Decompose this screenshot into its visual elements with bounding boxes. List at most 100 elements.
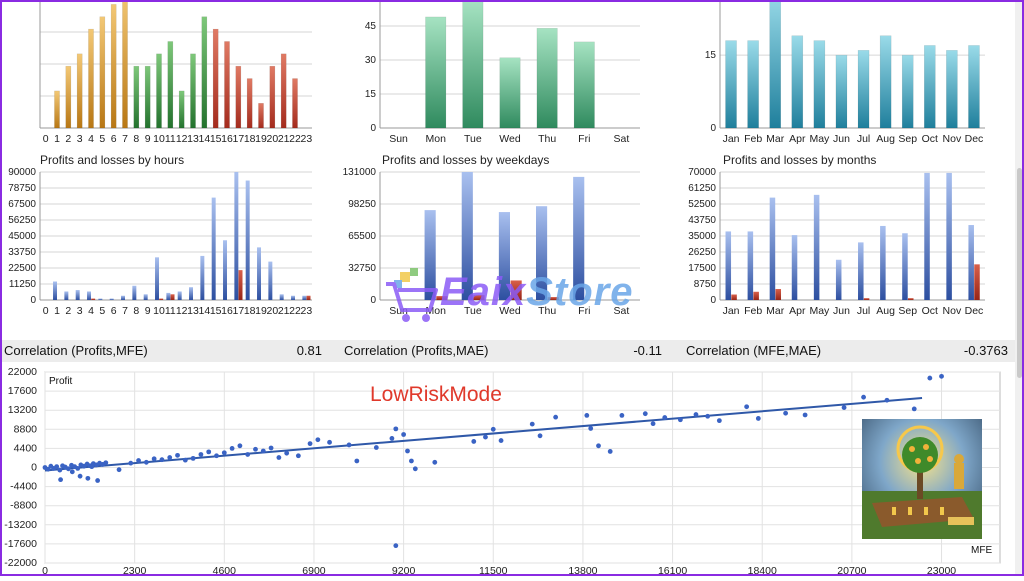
scatter-point bbox=[927, 375, 933, 381]
x-tick-label: 5 bbox=[99, 305, 105, 317]
x-tick-label: Jul bbox=[857, 133, 870, 145]
scatter-point bbox=[89, 464, 95, 470]
scatter-point bbox=[327, 439, 332, 445]
x-tick-label: 7 bbox=[122, 133, 128, 145]
profit-bar bbox=[902, 233, 908, 300]
x-tick-label: Feb bbox=[744, 305, 762, 317]
profit-bar bbox=[279, 294, 284, 300]
x-tick-label: 14 bbox=[198, 133, 210, 145]
y-tick-label: 78750 bbox=[8, 183, 36, 194]
profit-bar bbox=[189, 287, 193, 300]
loss-bar bbox=[907, 298, 914, 300]
scatter-chart-profit-vs-mfe: -22000 -17600 -13200 -8800 -4400 0 4400 8800 132… bbox=[0, 364, 1015, 577]
scatter-point bbox=[650, 421, 656, 427]
y-tick-label: 33750 bbox=[8, 247, 36, 258]
y-tick-label: 15 bbox=[705, 50, 717, 61]
x-tick-label: 13 bbox=[187, 133, 199, 145]
x-tick-label: 3 bbox=[77, 133, 83, 145]
profit-bar bbox=[858, 242, 864, 300]
x-tick-label: Aug bbox=[876, 305, 895, 317]
scatter-point bbox=[409, 458, 414, 464]
x-tick-label: 6 bbox=[111, 133, 117, 145]
x-tick-label: 11 bbox=[165, 305, 176, 317]
scatter-point bbox=[642, 411, 648, 417]
x-tick-label: 23 bbox=[300, 133, 312, 145]
scatter-point bbox=[393, 426, 399, 432]
scatter-point bbox=[253, 446, 258, 452]
bar bbox=[167, 41, 174, 129]
scrollbar-thumb[interactable] bbox=[1017, 168, 1022, 378]
bar bbox=[769, 0, 781, 129]
x-tick-label: 16100 bbox=[658, 565, 687, 576]
scatter-point bbox=[677, 417, 683, 423]
y-tick-label: 35000 bbox=[688, 231, 716, 242]
profit-bar bbox=[75, 290, 80, 300]
scatter-point bbox=[206, 449, 212, 455]
scatter-point bbox=[841, 405, 847, 410]
profit-bar bbox=[211, 197, 216, 300]
bar bbox=[573, 41, 595, 129]
x-tick-label: 17 bbox=[232, 305, 244, 317]
scatter-point bbox=[588, 426, 594, 431]
bar bbox=[258, 103, 264, 129]
correlation-label: Correlation (MFE,MAE) bbox=[686, 343, 822, 358]
x-tick-label: Jan bbox=[723, 305, 740, 317]
y-tick-label: 0 bbox=[370, 123, 376, 134]
bar bbox=[235, 65, 242, 129]
profit-bar bbox=[121, 295, 125, 300]
y-tick-label: 0 bbox=[710, 123, 716, 134]
x-tick-label: 23 bbox=[300, 305, 312, 317]
scatter-point bbox=[229, 446, 235, 451]
y-tick-label: -13200 bbox=[4, 519, 37, 531]
bar-chart-svg: 0112502250033750450005625067500787509000… bbox=[8, 167, 312, 317]
loss-bar bbox=[170, 294, 175, 300]
bar bbox=[292, 78, 298, 129]
x-tick-label: Sun bbox=[389, 133, 408, 145]
scatter-point bbox=[182, 457, 188, 463]
y-tick-label: 22500 bbox=[8, 263, 36, 274]
y-tick-label: 0 bbox=[370, 295, 376, 306]
x-tick-label: Thu bbox=[538, 133, 556, 145]
scatter-x-axis-label: MFE bbox=[971, 545, 993, 556]
x-tick-label: Mar bbox=[766, 305, 785, 317]
profit-bar bbox=[946, 172, 952, 300]
correlation-label: Correlation (Profits,MFE) bbox=[4, 343, 148, 358]
bar bbox=[190, 53, 196, 129]
scatter-point bbox=[284, 450, 290, 456]
profit-bar bbox=[725, 231, 732, 300]
x-tick-label: 2 bbox=[65, 133, 71, 145]
profit-bar bbox=[769, 197, 776, 300]
x-tick-label: 7 bbox=[122, 305, 128, 317]
x-tick-label: 18 bbox=[244, 305, 256, 317]
scatter-point bbox=[54, 464, 60, 470]
top-months-chart: 0 15 Jan Feb Mar Apr May Jun Jul Aug Sep Oct Nov Dec bbox=[680, 0, 1015, 150]
scatter-point bbox=[268, 445, 274, 451]
scatter-point bbox=[529, 421, 535, 427]
bar bbox=[425, 16, 447, 129]
bar bbox=[536, 28, 558, 129]
scatter-point bbox=[373, 445, 379, 450]
x-tick-label: 0 bbox=[43, 305, 49, 317]
scatter-point bbox=[490, 426, 496, 432]
x-tick-label: 14 bbox=[198, 305, 210, 317]
scatter-point bbox=[214, 453, 219, 459]
loss-bar bbox=[510, 280, 522, 300]
scatter-point bbox=[662, 415, 668, 420]
mode-label: LowRiskMode bbox=[370, 383, 502, 406]
bar bbox=[54, 90, 60, 129]
bar bbox=[879, 35, 892, 129]
x-tick-label: 11500 bbox=[479, 565, 508, 576]
profit-bar bbox=[268, 261, 273, 300]
scatter-point bbox=[167, 455, 173, 460]
bar bbox=[212, 28, 219, 129]
x-tick-label: Jun bbox=[833, 305, 850, 317]
x-tick-label: 9200 bbox=[392, 565, 416, 576]
x-tick-label: Sep bbox=[898, 305, 917, 317]
profit-bar bbox=[132, 285, 137, 300]
profits-losses-hours-chart: 0 11250 22500 33750 45000 56250 67500 78750 9000… bbox=[0, 167, 330, 323]
profit-bar bbox=[223, 240, 227, 300]
scatter-point bbox=[245, 452, 251, 457]
x-tick-label: Oct bbox=[922, 133, 938, 145]
x-tick-label: Sat bbox=[614, 133, 630, 145]
x-tick-label: Aug bbox=[876, 133, 895, 145]
